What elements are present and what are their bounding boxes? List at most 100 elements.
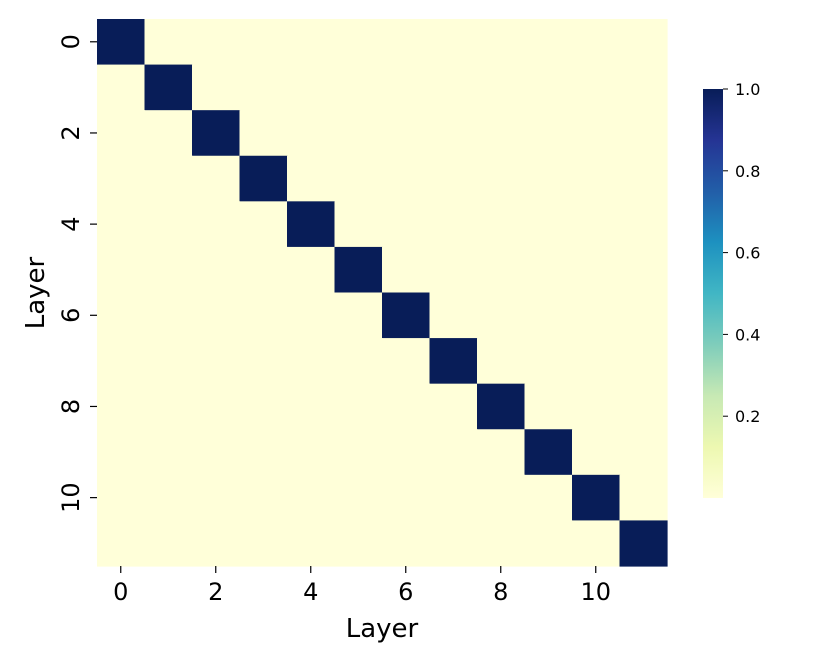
heatmap-cell: [334, 429, 383, 476]
heatmap-cell: [524, 520, 573, 567]
heatmap-cell: [382, 383, 431, 430]
heatmap-cell: [287, 155, 336, 202]
heatmap-cell: [477, 155, 526, 202]
heatmap-cell: [287, 64, 336, 111]
y-axis-ticks: 0 2 4 6 8 10: [57, 34, 97, 513]
heatmap-cell: [192, 64, 241, 111]
heatmap-cell: [287, 383, 336, 430]
heatmap-cell: [334, 338, 383, 385]
heatmap-cell: [382, 64, 431, 111]
heatmap-cell: [572, 246, 621, 294]
heatmap-cell: [144, 292, 193, 339]
heatmap-cell: [619, 292, 668, 339]
heatmap-cell: [619, 383, 668, 430]
heatmap-cell: [429, 19, 478, 66]
heatmap-cell: [192, 19, 241, 66]
heatmap-cell: [619, 155, 668, 202]
heatmap-cell: [429, 246, 478, 294]
heatmap-cell: [382, 155, 431, 202]
heatmap-cell: [524, 338, 573, 385]
heatmap-cell: [97, 383, 146, 430]
heatmap-cell: [287, 520, 336, 567]
heatmap-cell: [477, 110, 526, 157]
heatmap-cell: [97, 520, 146, 567]
heatmap-cell: [239, 155, 288, 202]
heatmap-cell: [572, 429, 621, 476]
x-tick-label: 4: [303, 578, 318, 606]
heatmap-cell: [572, 338, 621, 385]
heatmap-cell: [287, 474, 336, 522]
heatmap-cell: [477, 338, 526, 385]
heatmap-cell: [192, 110, 241, 157]
y-tick-label: 4: [57, 216, 85, 231]
heatmap-cell: [382, 429, 431, 476]
x-axis-ticks: 0 2 4 6 8 10: [113, 566, 611, 606]
heatmap-cell: [144, 338, 193, 385]
heatmap-cell: [382, 201, 431, 248]
colorbar-ticks: 0.2 0.4 0.6 0.8 1.0: [723, 80, 760, 426]
heatmap-cell: [239, 246, 288, 294]
heatmap-cell: [524, 110, 573, 157]
heatmap-cell: [97, 155, 146, 202]
heatmap-cell: [572, 520, 621, 567]
heatmap-cell: [334, 474, 383, 522]
heatmap-cell: [382, 110, 431, 157]
heatmap-cell: [572, 474, 621, 522]
heatmap-cell: [619, 110, 668, 157]
heatmap-cell: [287, 201, 336, 248]
heatmap-cell: [97, 429, 146, 476]
heatmap-cell: [477, 246, 526, 294]
heatmap-cell: [334, 19, 383, 66]
heatmap-cell: [334, 155, 383, 202]
heatmap-cell: [144, 155, 193, 202]
heatmap-cell: [192, 338, 241, 385]
heatmap-cell: [382, 474, 431, 522]
heatmap-cell: [429, 429, 478, 476]
x-tick-label: 6: [398, 578, 413, 606]
heatmap-cell: [524, 292, 573, 339]
heatmap-cell: [192, 474, 241, 522]
y-tick-label: 10: [57, 482, 85, 513]
heatmap-cell: [97, 246, 146, 294]
heatmap-cell: [524, 201, 573, 248]
heatmap-cell: [477, 201, 526, 248]
heatmap-cell: [192, 201, 241, 248]
heatmap-cell: [382, 246, 431, 294]
heatmap-cell: [477, 64, 526, 111]
heatmap-cell: [239, 338, 288, 385]
heatmap-cell: [524, 246, 573, 294]
heatmap-cell: [619, 246, 668, 294]
heatmap-cell: [97, 338, 146, 385]
heatmap-cell: [524, 155, 573, 202]
heatmap-cell: [572, 383, 621, 430]
heatmap-cell: [619, 520, 668, 567]
heatmap-cell: [239, 201, 288, 248]
heatmap-cell: [524, 429, 573, 476]
heatmap-cell: [97, 201, 146, 248]
y-tick-label: 8: [57, 399, 85, 414]
heatmap-cell: [97, 292, 146, 339]
heatmap-cell: [192, 383, 241, 430]
heatmap-cell: [287, 292, 336, 339]
heatmap-cell: [382, 520, 431, 567]
heatmap-cell: [572, 201, 621, 248]
heatmap-cell: [429, 520, 478, 567]
heatmap-cell: [192, 520, 241, 567]
colorbar-tick-label: 0.4: [735, 325, 760, 344]
heatmap-cell: [477, 383, 526, 430]
heatmap-cell: [477, 19, 526, 66]
heatmap-cell: [382, 292, 431, 339]
heatmap-cell: [239, 429, 288, 476]
heatmap-cell: [287, 246, 336, 294]
x-tick-label: 2: [208, 578, 223, 606]
heatmap-cell: [477, 520, 526, 567]
heatmap-cell: [429, 64, 478, 111]
heatmap-cell: [429, 110, 478, 157]
heatmap-cell: [524, 474, 573, 522]
heatmap-cell: [619, 474, 668, 522]
heatmap-cell: [239, 64, 288, 111]
x-axis-label: Layer: [346, 614, 419, 644]
heatmap-cell: [572, 155, 621, 202]
heatmap-cell: [334, 110, 383, 157]
